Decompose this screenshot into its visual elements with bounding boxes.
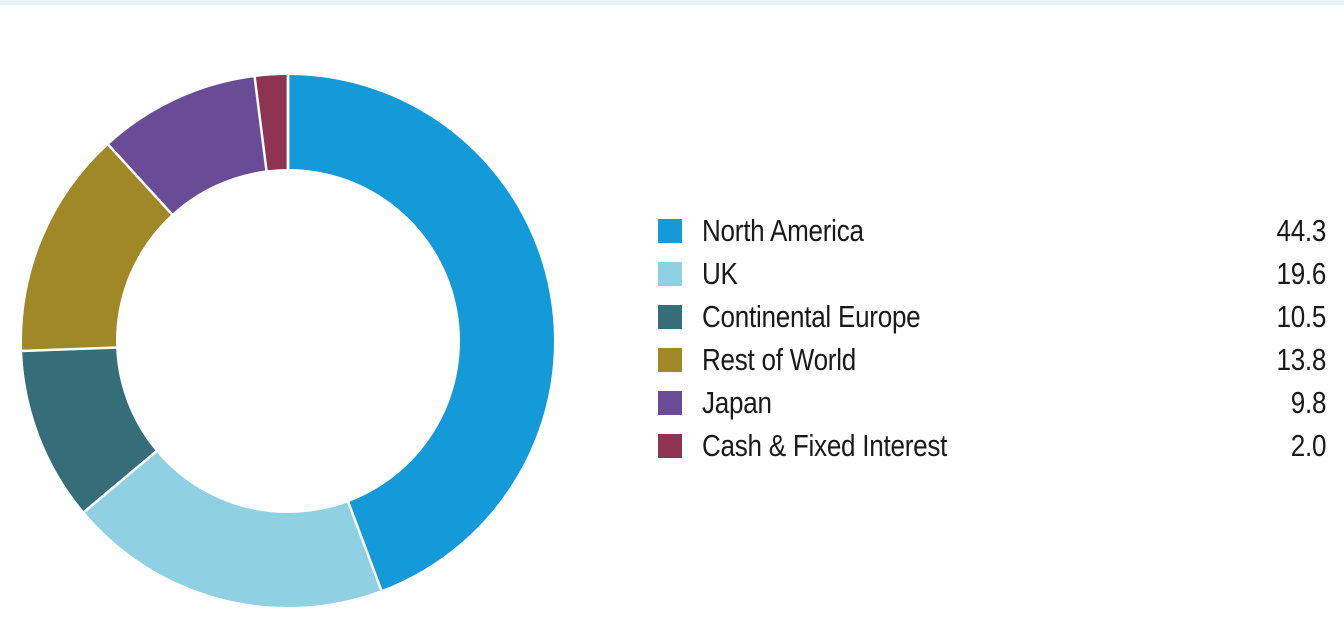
legend-swatch [658, 261, 682, 286]
slice-separator [106, 143, 174, 216]
slice-separator [82, 449, 158, 514]
chart-legend: North America 44.3 UK 19.6 Continental Europ… [658, 209, 1326, 467]
legend-swatch [658, 347, 682, 372]
slice-separator [253, 75, 268, 172]
legend-item-uk: UK 19.6 [658, 252, 1326, 295]
legend-label: North America [702, 213, 864, 248]
legend-item-rest-of-world: Rest of World 13.8 [658, 338, 1326, 381]
legend-label: UK [702, 256, 738, 291]
slice-separator [21, 346, 118, 353]
legend-swatch [658, 433, 682, 458]
legend-item-continental-europe: Continental Europe 10.5 [658, 295, 1326, 338]
donut-slice-rest-of-world [22, 144, 172, 352]
legend-value: 2.0 [1290, 428, 1327, 463]
donut-slice-japan [108, 77, 267, 215]
legend-swatch [658, 304, 682, 329]
legend-value: 44.3 [1276, 213, 1326, 248]
legend-label: Continental Europe [702, 299, 921, 334]
top-accent-strip [0, 0, 1344, 5]
donut-slice-cash-fixed-interest [254, 75, 288, 171]
legend-value: 10.5 [1276, 299, 1326, 334]
legend-label: Cash & Fixed Interest [702, 428, 948, 463]
legend-item-cash-fixed-interest: Cash & Fixed Interest 2.0 [658, 424, 1326, 467]
legend-item-north-america: North America 44.3 [658, 209, 1326, 252]
slice-separator [346, 500, 383, 592]
donut-slice-continental-europe [22, 347, 157, 512]
legend-swatch [658, 218, 682, 243]
legend-swatch [658, 390, 682, 415]
legend-value: 9.8 [1290, 385, 1327, 420]
legend-item-japan: Japan 9.8 [658, 381, 1326, 424]
legend-label: Japan [702, 385, 772, 420]
donut-chart [21, 74, 554, 607]
donut-slice-north-america [288, 75, 554, 591]
legend-value: 13.8 [1276, 342, 1326, 377]
legend-value: 19.6 [1276, 256, 1326, 291]
donut-slice-uk [84, 451, 382, 607]
legend-label: Rest of World [702, 342, 856, 377]
